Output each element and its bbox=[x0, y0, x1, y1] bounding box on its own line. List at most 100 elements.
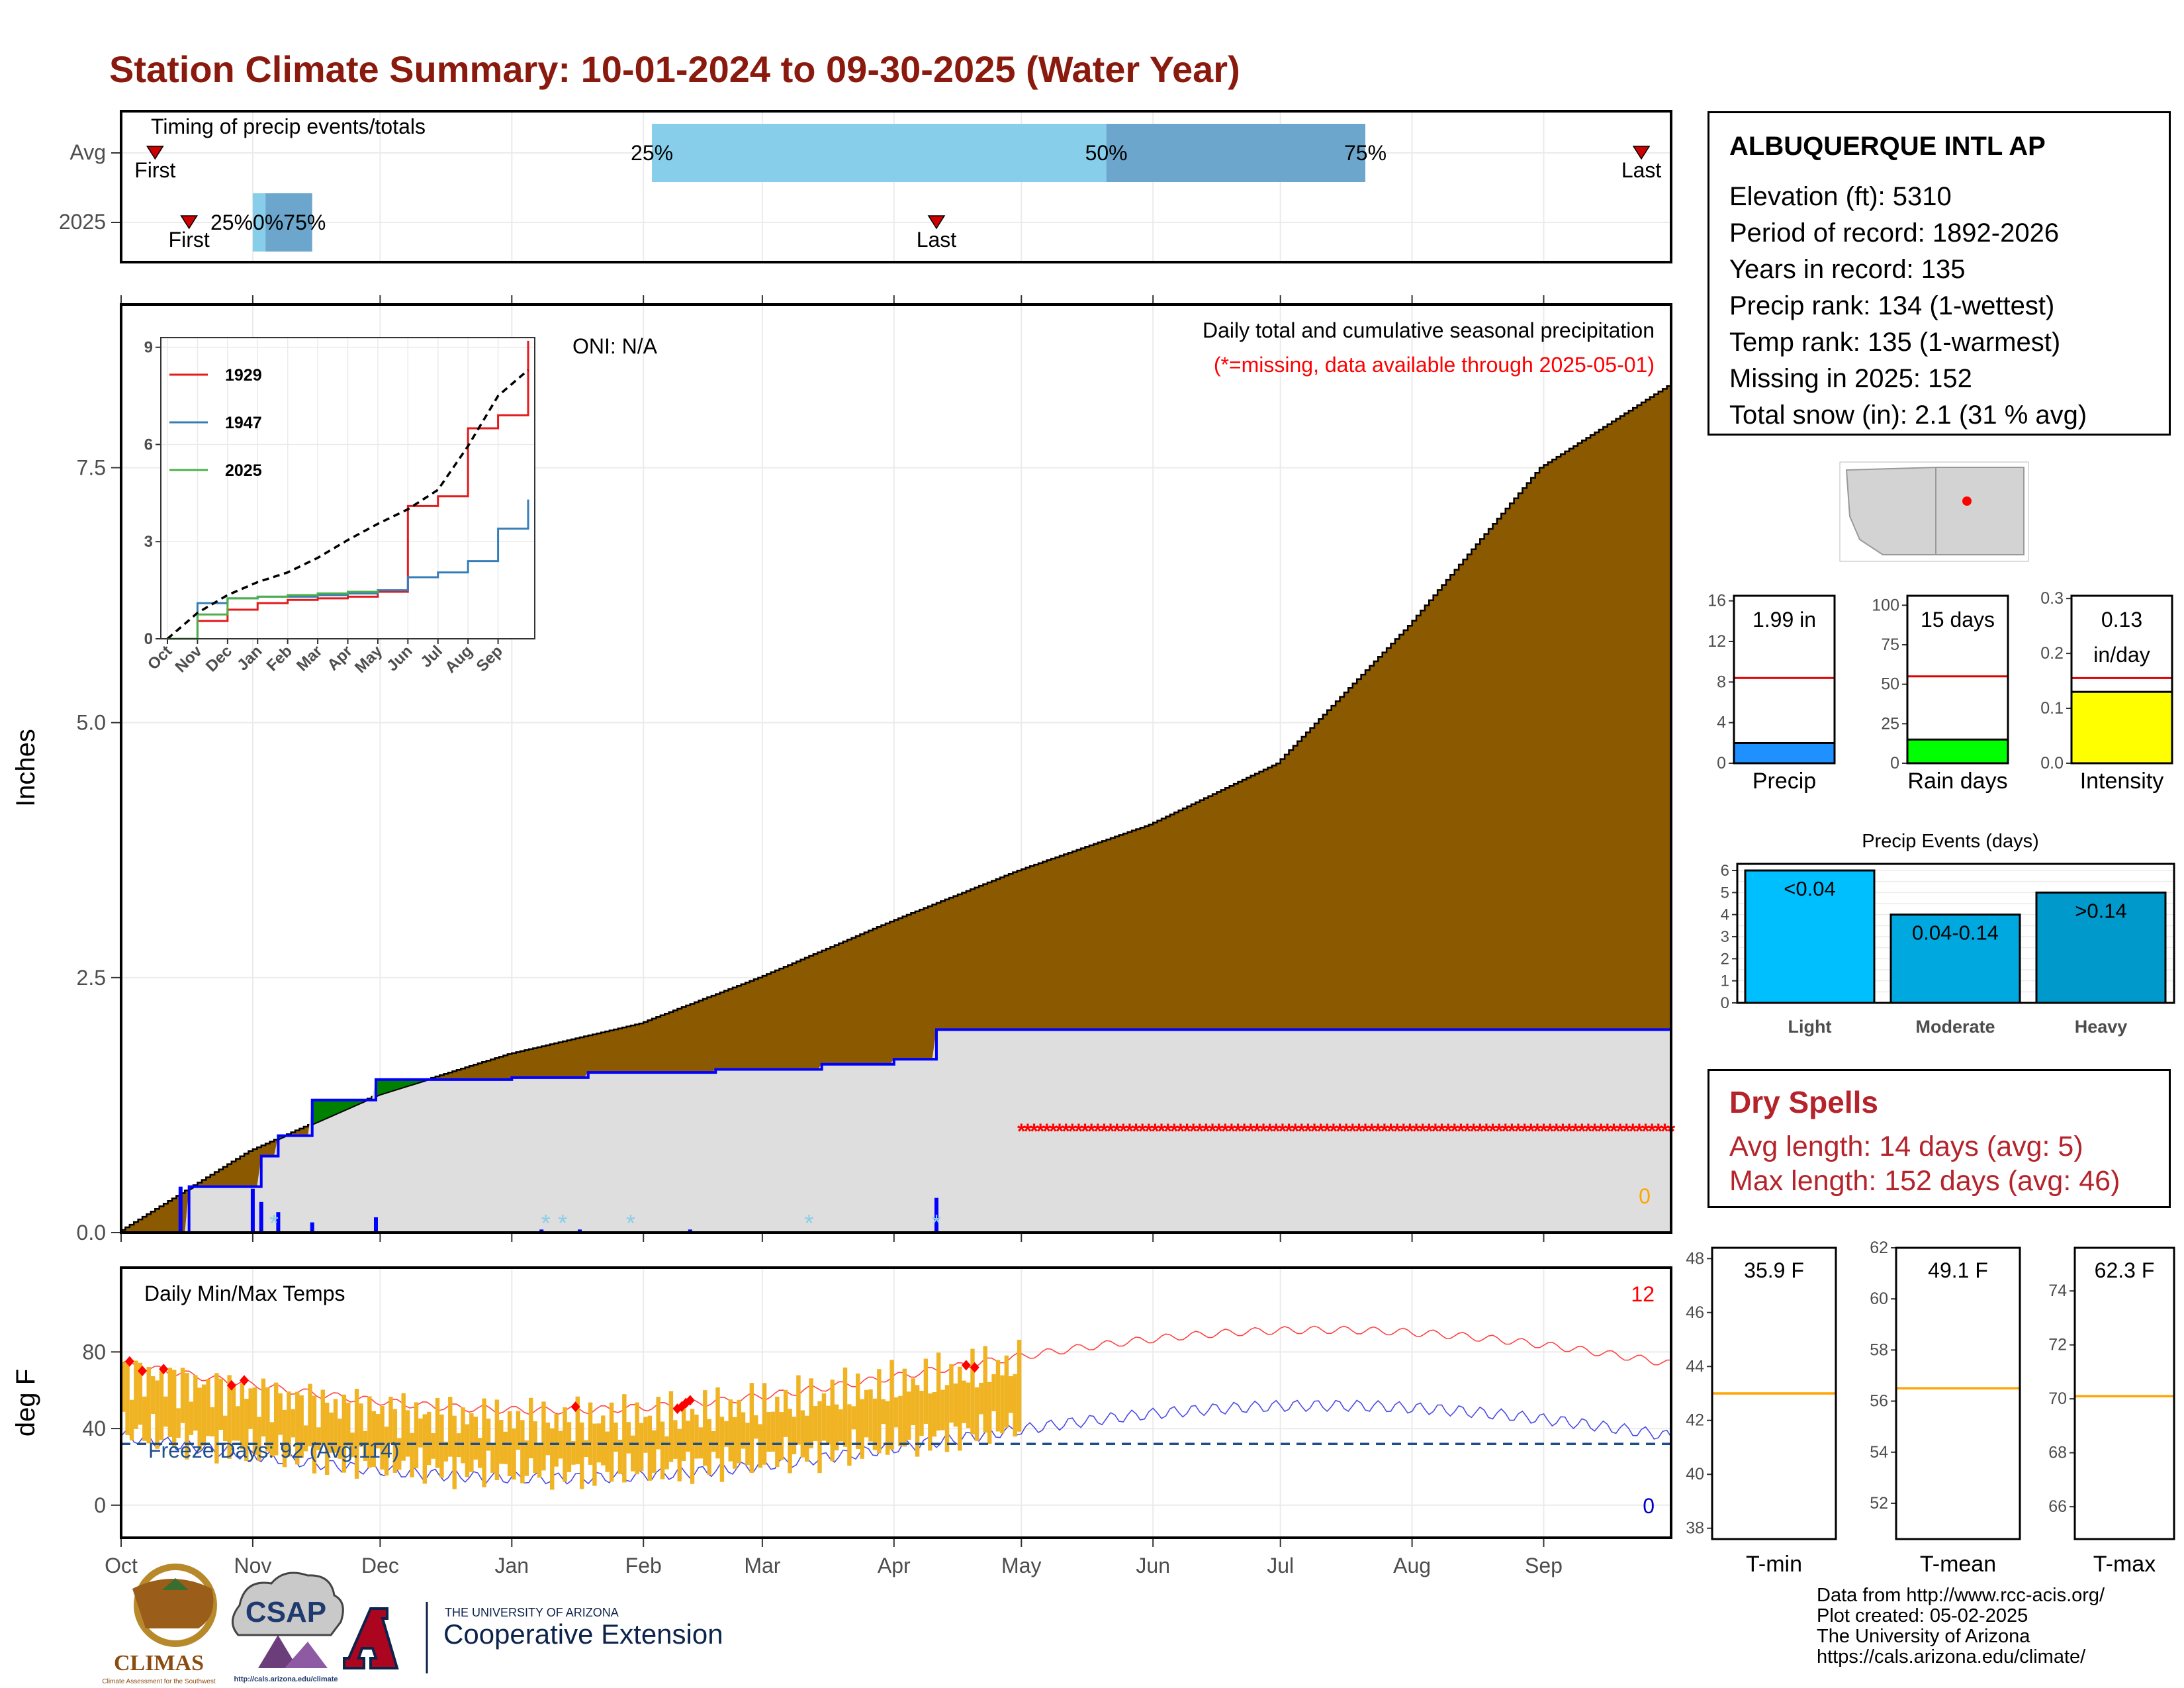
precip-missing-marker: * bbox=[1412, 1119, 1421, 1143]
temp-daily-bar bbox=[252, 1387, 257, 1455]
climas-logo-mark bbox=[132, 1579, 214, 1628]
precip-events-category-label: Moderate bbox=[1915, 1017, 1995, 1037]
precip-missing-marker: * bbox=[1502, 1119, 1510, 1143]
temp-summary-value-label: 35.9 F bbox=[1744, 1258, 1804, 1282]
timing-avg-bar-25-50 bbox=[652, 124, 1107, 182]
temp-daily-bar bbox=[312, 1395, 317, 1474]
precip-events-bar-moderate bbox=[1889, 914, 2021, 1004]
precip-missing-marker: * bbox=[1374, 1119, 1383, 1143]
precip-missing-marker: * bbox=[1425, 1119, 1433, 1143]
timing-avg-p25-label: 25% bbox=[631, 141, 673, 165]
temp-daily-bar bbox=[261, 1378, 266, 1437]
temp-daily-bar bbox=[150, 1376, 156, 1415]
temp-daily-bar bbox=[643, 1417, 648, 1453]
precip-daily-bar bbox=[539, 1229, 544, 1233]
temp-daily-bar bbox=[724, 1421, 729, 1447]
precip-panel-border bbox=[120, 303, 1672, 1234]
temp-daily-bar bbox=[201, 1384, 206, 1446]
temp-summary-ytick-label: 40 bbox=[1686, 1465, 1704, 1483]
temp-record-marker bbox=[138, 1366, 148, 1377]
temp-daily-bar bbox=[711, 1430, 716, 1452]
temp-daily-bar bbox=[469, 1413, 474, 1472]
ua-logo-top-text: THE UNIVERSITY OF ARIZONA bbox=[445, 1606, 619, 1619]
timing-2025-bar-25-50 bbox=[252, 193, 266, 252]
temp-daily-bar bbox=[983, 1346, 987, 1433]
temp-daily-bar bbox=[533, 1421, 537, 1474]
temp-daily-bar bbox=[146, 1367, 151, 1444]
temp-daily-bar bbox=[928, 1393, 933, 1451]
temp-daily-bar bbox=[121, 1362, 126, 1412]
temp-daily-bar bbox=[868, 1389, 873, 1442]
temp-daily-bar bbox=[558, 1430, 563, 1459]
temp-daily-bar bbox=[367, 1396, 372, 1468]
timing-panel-title: Timing of precip events/totals bbox=[151, 115, 426, 138]
precip-missing-marker: * bbox=[1387, 1119, 1395, 1143]
precip-missing-marker: * bbox=[1068, 1119, 1077, 1143]
precip-daily-bar bbox=[259, 1201, 263, 1233]
precip-missing-marker: * bbox=[1437, 1119, 1446, 1143]
inset-ytick-label: 9 bbox=[144, 339, 153, 357]
precip-snow-marker: * bbox=[804, 1209, 813, 1237]
temp-summary-ytick-label: 68 bbox=[2048, 1444, 2067, 1462]
temp-daily-bar bbox=[545, 1422, 551, 1456]
precip-events-category-label: Light bbox=[1788, 1017, 1832, 1037]
temp-summary-ytick-label: 74 bbox=[2048, 1282, 2067, 1300]
precip-missing-marker: * bbox=[1163, 1119, 1172, 1143]
precip-missing-marker: * bbox=[1604, 1119, 1612, 1143]
temp-daily-bar bbox=[673, 1420, 678, 1459]
temp-daily-bar bbox=[605, 1431, 610, 1472]
precip-oni-label: ONI: N/A bbox=[572, 334, 658, 358]
timing-avg-bar-50-75 bbox=[1106, 124, 1366, 182]
temp-record-marker bbox=[124, 1356, 134, 1367]
precip-missing-marker: * bbox=[1279, 1119, 1287, 1143]
temp-daily-bar bbox=[397, 1438, 402, 1470]
temp-daily-bar bbox=[392, 1409, 398, 1473]
temp-daily-bar bbox=[609, 1402, 614, 1482]
small-bar-panel-border bbox=[1733, 594, 1836, 765]
temp-daily-bar bbox=[384, 1427, 389, 1476]
small-bar-category-label: Precip bbox=[1752, 769, 1816, 794]
temp-daily-bar bbox=[614, 1423, 618, 1452]
temp-daily-bar bbox=[770, 1411, 776, 1452]
temp-daily-bar bbox=[512, 1428, 516, 1480]
precip-missing-marker: * bbox=[1234, 1119, 1242, 1143]
temp-daily-bar bbox=[129, 1399, 134, 1440]
temp-daily-bar bbox=[422, 1414, 427, 1484]
temp-xtick-label-apr: Apr bbox=[878, 1554, 911, 1577]
temp-summary-ytick-label: 38 bbox=[1686, 1519, 1704, 1538]
temp-freeze-label: Freeze Days: 92 (Avg:114) bbox=[148, 1438, 399, 1462]
temp-daily-bar bbox=[287, 1391, 291, 1457]
timing-avg-p75-label: 75% bbox=[1344, 141, 1387, 165]
precip-missing-marker: * bbox=[1361, 1119, 1370, 1143]
precip-missing-marker: * bbox=[1259, 1119, 1268, 1143]
small-bar-ytick-label: 75 bbox=[1881, 635, 1899, 654]
temp-daily-bar bbox=[554, 1414, 559, 1467]
temp-daily-bar bbox=[197, 1387, 202, 1450]
precip-missing-marker: * bbox=[1330, 1119, 1338, 1143]
precip-missing-marker: * bbox=[1336, 1119, 1344, 1143]
temp-daily-bar bbox=[800, 1410, 805, 1458]
temp-summary-ytick-label: 72 bbox=[2048, 1336, 2067, 1354]
temp-daily-bar bbox=[265, 1387, 270, 1452]
temp-daily-bar bbox=[579, 1422, 584, 1489]
timing-avg-last-marker bbox=[1632, 146, 1651, 160]
precip-snow-marker: * bbox=[932, 1209, 941, 1237]
temp-daily-bar bbox=[461, 1407, 465, 1464]
credit-university: The University of Arizona bbox=[1817, 1626, 2030, 1647]
precip-missing-marker: * bbox=[1062, 1119, 1070, 1143]
temp-daily-bar bbox=[1017, 1339, 1022, 1432]
temp-daily-bar bbox=[401, 1393, 406, 1461]
temp-daily-bar bbox=[473, 1417, 478, 1460]
temp-daily-bar bbox=[622, 1394, 627, 1483]
temp-daily-bar bbox=[681, 1401, 686, 1461]
station-period: Period of record: 1892-2026 bbox=[1729, 218, 2060, 248]
temp-ytick-label: 0 bbox=[94, 1493, 106, 1517]
temp-daily-bar bbox=[214, 1373, 219, 1464]
temp-daily-bar bbox=[257, 1417, 261, 1461]
precip-missing-marker: * bbox=[1476, 1119, 1484, 1143]
small-bar-value-label: 1.99 in bbox=[1752, 608, 1816, 632]
temp-daily-bar bbox=[592, 1423, 597, 1486]
timing-avg-first-label: First bbox=[134, 158, 175, 182]
precip-missing-marker: * bbox=[1349, 1119, 1357, 1143]
temp-daily-bar bbox=[783, 1389, 788, 1437]
